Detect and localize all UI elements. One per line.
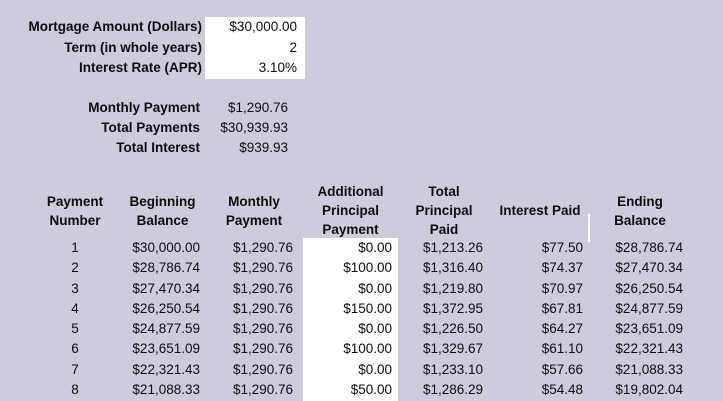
table-cell: $1,219.80 [422,280,483,296]
table-cell: $21,088.33 [615,361,683,377]
monthly-payment-row: Monthly Payment $1,290.76 [0,98,295,118]
column-header: Interest Paid [499,203,581,218]
table-cell: $1,372.95 [422,300,483,316]
table-cell: $24,877.59 [132,321,200,337]
interest-rate-input[interactable]: 3.10% [205,58,305,79]
table-cell: $1,290.76 [232,280,293,296]
table-cell: 1 [71,240,79,255]
column-header: Additional Principal Payment [317,184,384,237]
table-cell: $1,316.40 [422,260,483,276]
column-header: Monthly Payment [225,193,283,228]
table-cell: 8 [71,382,79,398]
table-cell: $1,290.76 [232,341,293,357]
additional-principal-cell[interactable]: $100.00 [343,260,392,276]
monthly-payment-value: $1,290.76 [227,100,288,115]
table-row: 3 $27,470.34 $1,290.76 $0.00 $1,219.80 $70.97… [30,279,690,299]
total-interest-row: Total Interest $939.93 [0,138,295,158]
table-cell: $1,290.76 [232,300,293,316]
table-cell: $26,250.54 [132,300,200,316]
table-cell: $1,290.76 [232,240,293,255]
additional-principal-cell[interactable]: $0.00 [358,321,392,337]
table-cell: $57.66 [541,361,583,377]
additional-principal-cell[interactable]: $0.00 [358,280,392,296]
table-cell: $1,226.50 [422,321,483,337]
table-cell: 4 [71,300,79,316]
total-payments-value: $30,939.93 [220,120,288,135]
table-cell: $1,233.10 [422,361,483,377]
table-cell: $24,877.59 [615,300,683,316]
table-cell: $22,321.43 [132,361,200,377]
column-header: Total Principal Paid [415,184,473,237]
term-row: Term (in whole years) 2 [0,37,305,58]
table-cell: $22,321.43 [615,341,683,357]
table-cell: $54.48 [541,382,583,398]
table-cell: $27,470.34 [615,260,683,276]
mortgage-amount-input[interactable]: $30,000.00 [205,17,305,38]
table-row: 4 $26,250.54 $1,290.76 $150.00 $1,372.95 $67.… [30,299,690,319]
mortgage-amount-label: Mortgage Amount (Dollars) [28,19,203,34]
additional-principal-cell[interactable]: $50.00 [350,382,392,398]
table-cell: $1,290.76 [232,361,293,377]
table-cell: 5 [71,321,79,337]
table-cell: $28,786.74 [132,260,200,276]
table-cell: $74.37 [541,260,583,276]
table-cell: $1,286.29 [422,382,483,398]
total-payments-row: Total Payments $30,939.93 [0,118,295,138]
amortization-table: Payment Number Beginning Balance Monthly P… [30,182,690,400]
table-row: 6 $23,651.09 $1,290.76 $100.00 $1,329.67 $61.… [30,339,690,359]
table-cell: $64.27 [541,321,583,337]
monthly-payment-label: Monthly Payment [88,100,200,115]
additional-principal-cell[interactable]: $0.00 [358,361,392,377]
header-cell-divider [588,214,590,242]
loan-inputs-section: Mortgage Amount (Dollars) $30,000.00 Ter… [0,17,305,79]
mortgage-amount-row: Mortgage Amount (Dollars) $30,000.00 [0,17,305,38]
table-cell: $27,470.34 [132,280,200,296]
table-cell: 7 [71,361,79,377]
total-interest-value: $939.93 [239,140,288,155]
table-cell: $67.81 [541,300,583,316]
table-cell: $23,651.09 [615,321,683,337]
table-row: 5 $24,877.59 $1,290.76 $0.00 $1,226.50 $64.27… [30,319,690,339]
column-header: Ending Balance [614,193,666,228]
table-cell: $23,651.09 [132,341,200,357]
table-body: 1 $30,000.00 $1,290.76 $0.00 $1,213.26 $77.50… [30,238,690,400]
table-row: 2 $28,786.74 $1,290.76 $100.00 $1,316.40 $74.… [30,258,690,278]
table-cell: 6 [71,341,79,357]
table-row: 8 $21,088.33 $1,290.76 $50.00 $1,286.29 $54.4… [30,380,690,400]
additional-principal-cell[interactable]: $150.00 [343,300,392,316]
table-header-row: Payment Number Beginning Balance Monthly P… [30,182,690,238]
term-label: Term (in whole years) [64,39,202,55]
table-cell: 3 [71,280,79,296]
table-cell: $77.50 [541,240,583,255]
table-cell: $1,290.76 [232,382,293,398]
term-input[interactable]: 2 [205,37,305,58]
table-cell: $61.10 [541,341,583,357]
table-cell: 2 [71,260,79,276]
column-header: Payment Number [46,193,104,228]
table-cell: $1,329.67 [422,341,483,357]
table-cell: $30,000.00 [132,240,200,255]
table-cell: $70.97 [541,280,583,296]
table-cell: $1,290.76 [232,260,293,276]
table-cell: $26,250.54 [615,280,683,296]
additional-principal-cell[interactable]: $100.00 [343,341,392,357]
column-header: Beginning Balance [129,193,196,228]
interest-rate-label: Interest Rate (APR) [78,60,202,75]
summary-section: Monthly Payment $1,290.76 Total Payments… [0,98,295,158]
table-cell: $1,290.76 [232,321,293,337]
table-cell: $21,088.33 [132,382,200,398]
total-payments-label: Total Payments [101,120,200,135]
interest-rate-row: Interest Rate (APR) 3.10% [0,58,305,79]
table-row: 7 $22,321.43 $1,290.76 $0.00 $1,233.10 $57.66… [30,360,690,380]
total-interest-label: Total Interest [116,140,200,155]
additional-principal-cell[interactable]: $0.00 [358,240,392,255]
table-row: 1 $30,000.00 $1,290.76 $0.00 $1,213.26 $77.50… [30,238,690,258]
table-cell: $19,802.04 [615,382,683,398]
table-cell: $1,213.26 [422,240,483,255]
additional-principal-input-column[interactable] [303,238,398,401]
table-cell: $28,786.74 [615,240,683,255]
